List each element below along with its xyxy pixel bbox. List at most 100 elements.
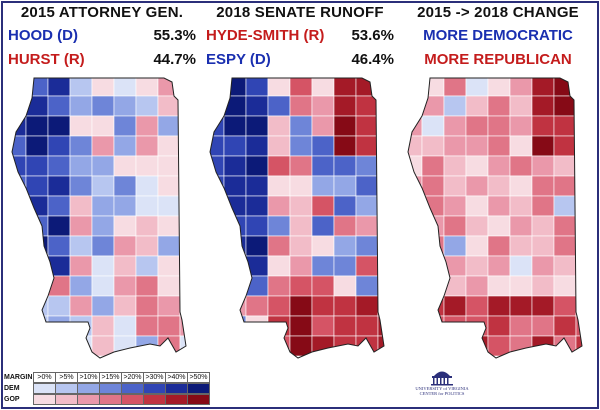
county-shape	[531, 195, 555, 217]
county-shape	[69, 95, 93, 117]
county-shape	[113, 175, 137, 197]
county-shape	[575, 235, 582, 257]
county-shape	[465, 135, 489, 157]
county-shape	[12, 295, 27, 317]
county-shape	[509, 255, 533, 277]
candidate-name: ESPY (D)	[206, 51, 271, 68]
county-shape	[377, 155, 384, 177]
county-shape	[210, 215, 225, 237]
county-shape	[47, 235, 71, 257]
county-shape	[487, 275, 511, 297]
county-shape	[91, 255, 115, 277]
candidate-pct: 53.6%	[351, 27, 394, 44]
county-shape	[157, 175, 181, 197]
county-shape	[210, 95, 225, 117]
county-shape	[91, 175, 115, 197]
county-shape	[553, 235, 577, 257]
county-shape	[487, 195, 511, 217]
county-shape	[553, 175, 577, 197]
county-shape	[69, 235, 93, 257]
county-shape	[69, 115, 93, 137]
county-shape	[289, 275, 313, 297]
county-shape	[421, 135, 445, 157]
county-shape	[69, 215, 93, 237]
county-shape	[47, 78, 71, 97]
legend-swatch	[121, 394, 144, 405]
county-shape	[377, 295, 384, 317]
county-shape	[465, 175, 489, 197]
county-shape	[465, 235, 489, 257]
county-shape	[91, 155, 115, 177]
county-shape	[135, 78, 159, 97]
county-shape	[289, 195, 313, 217]
county-shape	[377, 175, 384, 197]
county-shape	[12, 315, 27, 337]
legend-swatch	[33, 383, 56, 394]
county-shape	[210, 295, 225, 317]
county-shape	[289, 255, 313, 277]
uva-center-for-politics-logo: UNIVERSITY of VIRGINIA CENTER for POLITI…	[412, 366, 472, 406]
county-shape	[333, 235, 357, 257]
county-shape	[210, 235, 225, 257]
county-shape	[25, 175, 49, 197]
county-shape	[223, 78, 247, 97]
county-shape	[113, 255, 137, 277]
county-shape	[25, 235, 49, 257]
county-shape	[509, 195, 533, 217]
county-shape	[333, 315, 357, 337]
county-shape	[487, 78, 511, 97]
county-shape	[465, 255, 489, 277]
county-shape	[487, 95, 511, 117]
county-shape	[465, 315, 489, 337]
county-shape	[487, 295, 511, 317]
legend-swatch	[187, 383, 210, 394]
county-shape	[465, 335, 489, 357]
candidate-pct: 55.3%	[153, 27, 196, 44]
county-shape	[408, 115, 423, 137]
county-shape	[91, 215, 115, 237]
county-shape	[113, 295, 137, 317]
county-shape	[377, 255, 384, 277]
county-shape	[575, 255, 582, 277]
county-shape	[179, 115, 186, 137]
county-shape	[333, 155, 357, 177]
county-shape	[69, 155, 93, 177]
county-shape	[553, 315, 577, 337]
county-shape	[47, 195, 71, 217]
county-shape	[311, 95, 335, 117]
county-shape	[421, 275, 445, 297]
county-shape	[465, 115, 489, 137]
county-shape	[531, 295, 555, 317]
county-shape	[245, 335, 269, 357]
county-shape	[487, 115, 511, 137]
county-shape	[443, 315, 467, 337]
county-shape	[157, 275, 181, 297]
county-shape	[289, 235, 313, 257]
county-shape	[135, 95, 159, 117]
county-shape	[355, 78, 379, 97]
county-shape	[223, 195, 247, 217]
county-shape	[289, 155, 313, 177]
legend-swatch	[165, 394, 188, 405]
county-shape	[575, 135, 582, 157]
county-map-change	[407, 77, 583, 359]
county-shape	[47, 175, 71, 197]
county-shape	[443, 78, 467, 97]
county-shape	[421, 115, 445, 137]
county-shape	[179, 275, 186, 297]
county-shape	[223, 135, 247, 157]
county-shape	[245, 195, 269, 217]
county-shape	[179, 195, 186, 217]
county-shape	[553, 78, 577, 97]
county-shape	[465, 95, 489, 117]
county-shape	[333, 195, 357, 217]
county-shape	[531, 175, 555, 197]
county-shape	[355, 235, 379, 257]
county-shape	[69, 78, 93, 97]
county-shape	[408, 235, 423, 257]
county-shape	[245, 295, 269, 317]
county-shape	[289, 115, 313, 137]
county-shape	[179, 215, 186, 237]
county-shape	[223, 275, 247, 297]
county-shape	[12, 115, 27, 137]
